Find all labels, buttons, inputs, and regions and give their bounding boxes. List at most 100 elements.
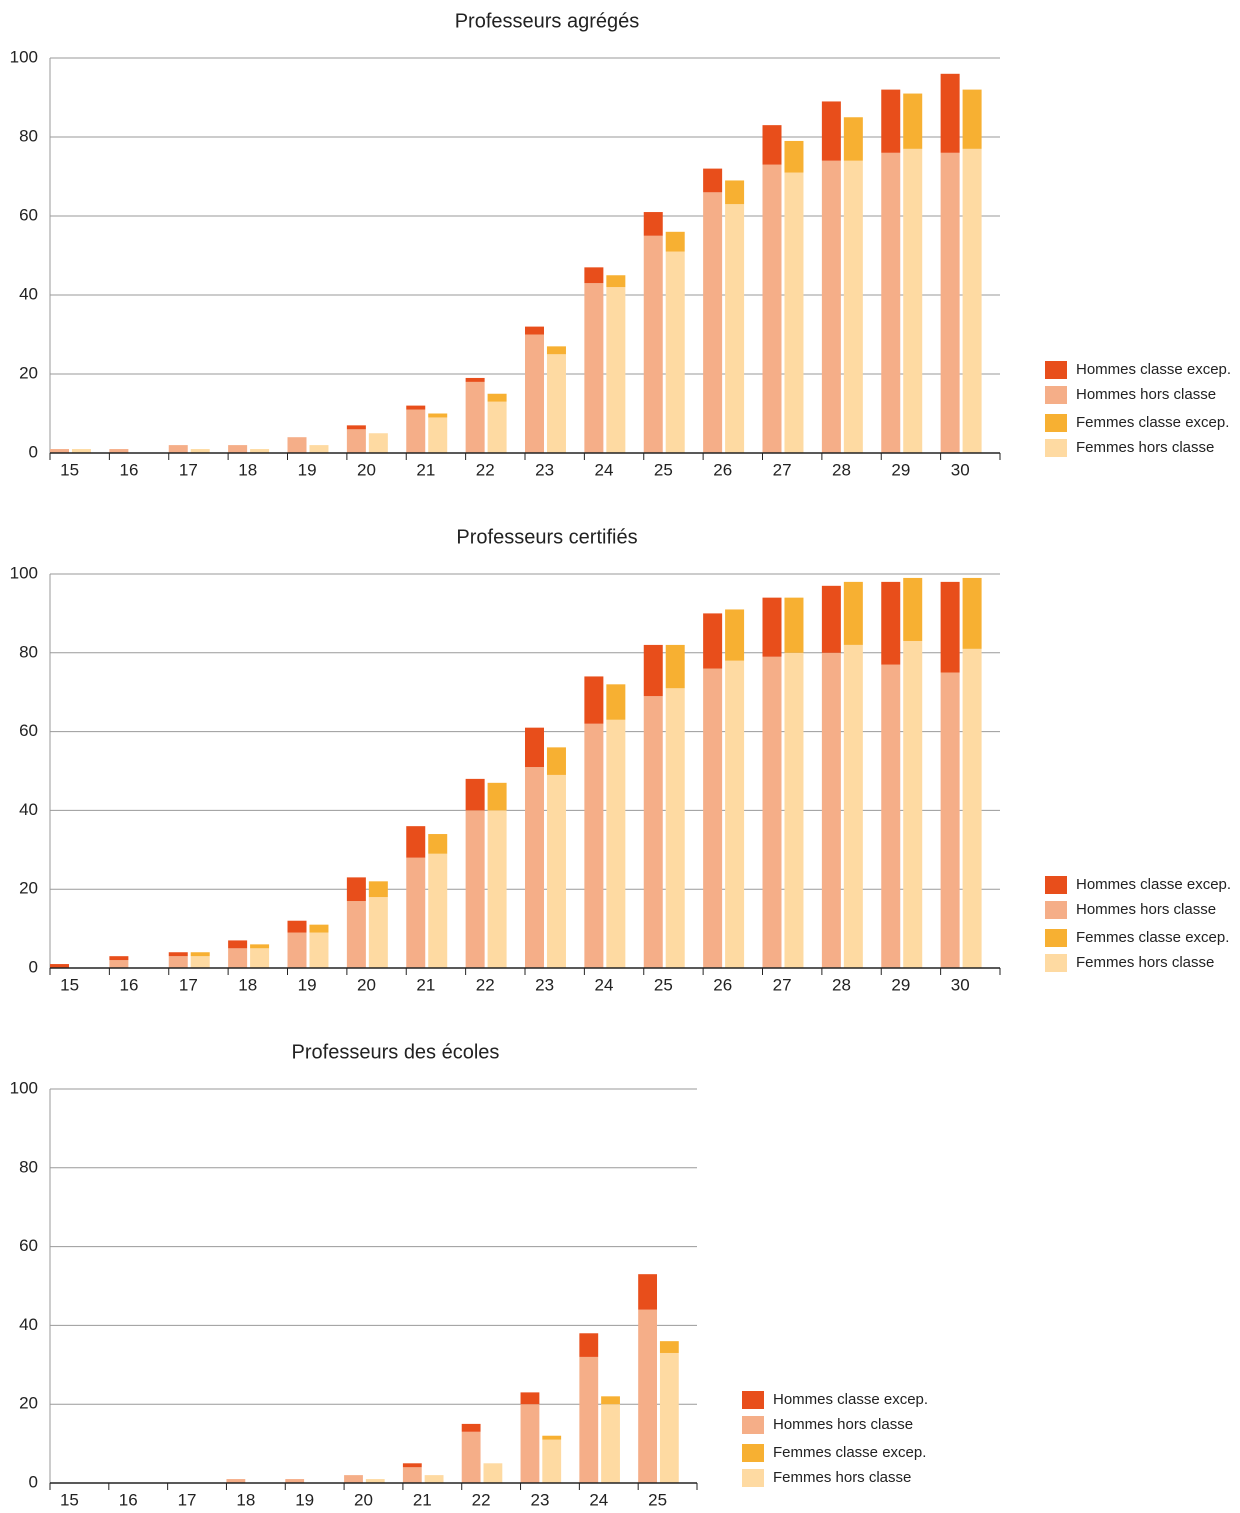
bar-segment <box>309 924 329 933</box>
legend-label: Femmes classe excep. <box>773 1444 926 1461</box>
chart-title: Professeurs certifiés <box>456 526 637 548</box>
bar-segment <box>465 778 485 811</box>
x-tick-label: 21 <box>416 975 435 994</box>
bar-segment <box>940 152 960 454</box>
bar-segment <box>940 581 960 673</box>
legend-swatch <box>1045 439 1067 457</box>
bar-segment <box>584 676 604 724</box>
legend-label: Hommes classe excep. <box>773 1391 928 1408</box>
bar-segment <box>546 747 566 775</box>
legend-swatch <box>1045 361 1067 379</box>
bar-segment <box>665 251 685 453</box>
x-tick-label: 22 <box>472 1490 491 1509</box>
bar-segment <box>406 405 426 410</box>
x-tick-label: 15 <box>60 460 79 479</box>
bar-segment <box>465 381 485 453</box>
bar-segment <box>940 672 960 968</box>
x-tick-label: 26 <box>713 975 732 994</box>
legend-label: Femmes classe excep. <box>1076 414 1229 431</box>
bar-segment <box>520 1404 540 1483</box>
y-tick-label: 100 <box>10 563 38 582</box>
legend-label: Femmes hors classe <box>773 1469 911 1486</box>
chart-title: Professeurs des écoles <box>292 1041 500 1063</box>
bar-segment <box>606 684 626 720</box>
x-tick-label: 16 <box>120 460 139 479</box>
bar-segment <box>962 648 982 968</box>
bar-segment <box>762 164 782 453</box>
bar-segment <box>190 449 210 453</box>
bar-segment <box>881 581 901 665</box>
bar-segment <box>659 1352 679 1483</box>
legend-label: Femmes hors classe <box>1076 439 1214 456</box>
x-tick-label: 23 <box>535 460 554 479</box>
y-tick-label: 20 <box>19 879 38 898</box>
bar-segment <box>638 1309 658 1483</box>
bar-segment <box>725 660 745 968</box>
y-tick-label: 80 <box>19 1157 38 1176</box>
y-tick-label: 60 <box>19 721 38 740</box>
bar-segment <box>344 1475 363 1483</box>
bar-segment <box>483 1463 503 1483</box>
bar-segment <box>843 581 863 645</box>
y-tick-label: 40 <box>19 800 38 819</box>
bar-segment <box>487 810 507 968</box>
bar-segment <box>190 956 210 968</box>
bar-segment <box>287 437 307 453</box>
y-tick-label: 40 <box>19 284 38 303</box>
bar-segment <box>368 433 388 453</box>
bar-segment <box>606 275 626 288</box>
y-tick-label: 0 <box>29 1472 38 1491</box>
bar-segment <box>487 782 507 811</box>
x-tick-label: 25 <box>654 975 673 994</box>
bar-segment <box>525 727 544 768</box>
bar-segment <box>402 1463 422 1468</box>
x-tick-label: 18 <box>238 975 257 994</box>
x-tick-label: 26 <box>713 460 732 479</box>
legend-label: Hommes hors classe <box>1076 901 1216 918</box>
bar-segment <box>821 652 841 968</box>
x-tick-label: 25 <box>648 1490 667 1509</box>
x-tick-label: 17 <box>178 1490 197 1509</box>
y-tick-label: 20 <box>19 1394 38 1413</box>
bar-segment <box>903 577 923 641</box>
bar-segment <box>368 881 388 898</box>
bar-segment <box>843 160 863 453</box>
bar-segment <box>406 826 426 858</box>
legend-swatch <box>1045 901 1067 919</box>
bar-segment <box>584 267 604 284</box>
bar-segment <box>643 696 663 968</box>
bar-segment <box>962 89 982 149</box>
bar-segment <box>703 168 723 193</box>
y-tick-label: 80 <box>19 642 38 661</box>
x-tick-label: 30 <box>951 460 970 479</box>
bar-segment <box>784 652 804 968</box>
legend-label: Hommes hors classe <box>773 1416 913 1433</box>
x-tick-label: 25 <box>654 460 673 479</box>
bar-segment <box>962 577 982 649</box>
bar-segment <box>962 148 982 453</box>
y-tick-label: 80 <box>19 126 38 145</box>
bar-segment <box>821 101 841 161</box>
x-tick-label: 15 <box>60 975 79 994</box>
legend-swatch <box>742 1444 764 1462</box>
bar-segment <box>725 609 745 661</box>
bar-segment <box>346 901 366 968</box>
bar-segment <box>309 445 329 453</box>
x-tick-label: 23 <box>530 1490 549 1509</box>
bar-segment <box>601 1404 620 1483</box>
bar-segment <box>109 956 129 961</box>
bar-segment <box>579 1356 599 1483</box>
bar-segment <box>665 231 685 252</box>
bar-segment <box>465 810 485 968</box>
bar-segment <box>287 932 307 968</box>
bar-segment <box>881 664 901 968</box>
bar-segment <box>843 117 863 161</box>
y-tick-label: 100 <box>10 1078 38 1097</box>
bar-segment <box>461 1423 481 1432</box>
x-tick-label: 20 <box>357 460 376 479</box>
y-tick-label: 20 <box>19 363 38 382</box>
bar-segment <box>428 413 448 418</box>
x-tick-label: 20 <box>354 1490 373 1509</box>
x-tick-label: 20 <box>357 975 376 994</box>
